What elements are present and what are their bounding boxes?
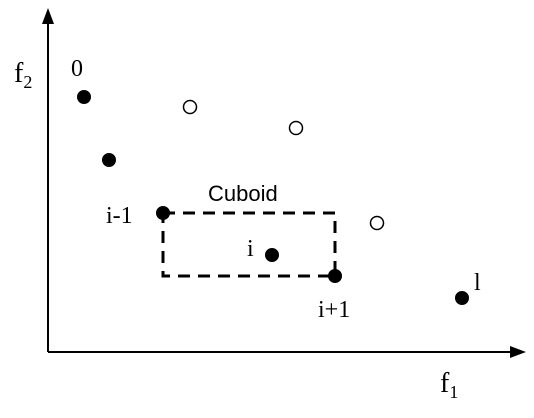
point-l [455, 291, 469, 305]
point-label-i-plus-1: i+1 [318, 297, 350, 323]
point-label-i: i [247, 236, 254, 262]
point-label-i-minus-1: i-1 [106, 203, 133, 229]
x-axis-label-subscript: 1 [449, 382, 458, 402]
open-point-2 [288, 120, 304, 136]
point-2 [102, 153, 116, 167]
x-axis-label-main: f [440, 368, 450, 399]
open-point-3 [369, 215, 385, 231]
point-0 [77, 90, 91, 104]
cuboid-label: Cuboid [208, 181, 278, 206]
point-i-plus-1 [328, 269, 342, 283]
cuboid-rectangle [161, 211, 337, 278]
point-label-0: 0 [71, 56, 83, 82]
point-i [265, 248, 279, 262]
y-axis-arrowhead [42, 8, 54, 24]
x-axis-label: f1 [440, 368, 458, 402]
y-axis-label-subscript: 2 [23, 72, 32, 92]
x-axis-arrowhead [510, 346, 526, 358]
point-i-minus-1 [156, 206, 170, 220]
y-axis-label: f2 [14, 58, 32, 92]
point-label-l: l [474, 270, 481, 296]
open-point-1 [182, 99, 198, 115]
y-axis-label-main: f [14, 58, 24, 89]
